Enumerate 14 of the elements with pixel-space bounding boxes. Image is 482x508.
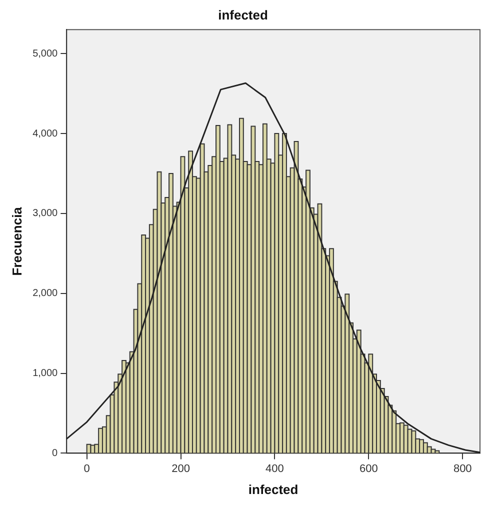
x-axis-title: infected [248, 482, 298, 497]
x-tick-label: 800 [453, 462, 472, 475]
y-tick-label: 2,000 [32, 288, 58, 300]
x-tick-label: 200 [172, 462, 190, 475]
x-tick-label: 400 [266, 462, 284, 475]
y-axis-title: Frecuencia [9, 206, 24, 276]
y-tick-label: 0 [52, 448, 58, 459]
y-tick-label: 1,000 [32, 368, 58, 380]
y-tick-label: 3,000 [32, 208, 58, 220]
y-tick-label: 4,000 [32, 128, 58, 140]
x-tick-label: 600 [359, 462, 378, 475]
y-tick-label: 5,000 [32, 48, 58, 60]
x-tick-label: 0 [84, 462, 90, 475]
chart-title: infected [218, 7, 268, 22]
